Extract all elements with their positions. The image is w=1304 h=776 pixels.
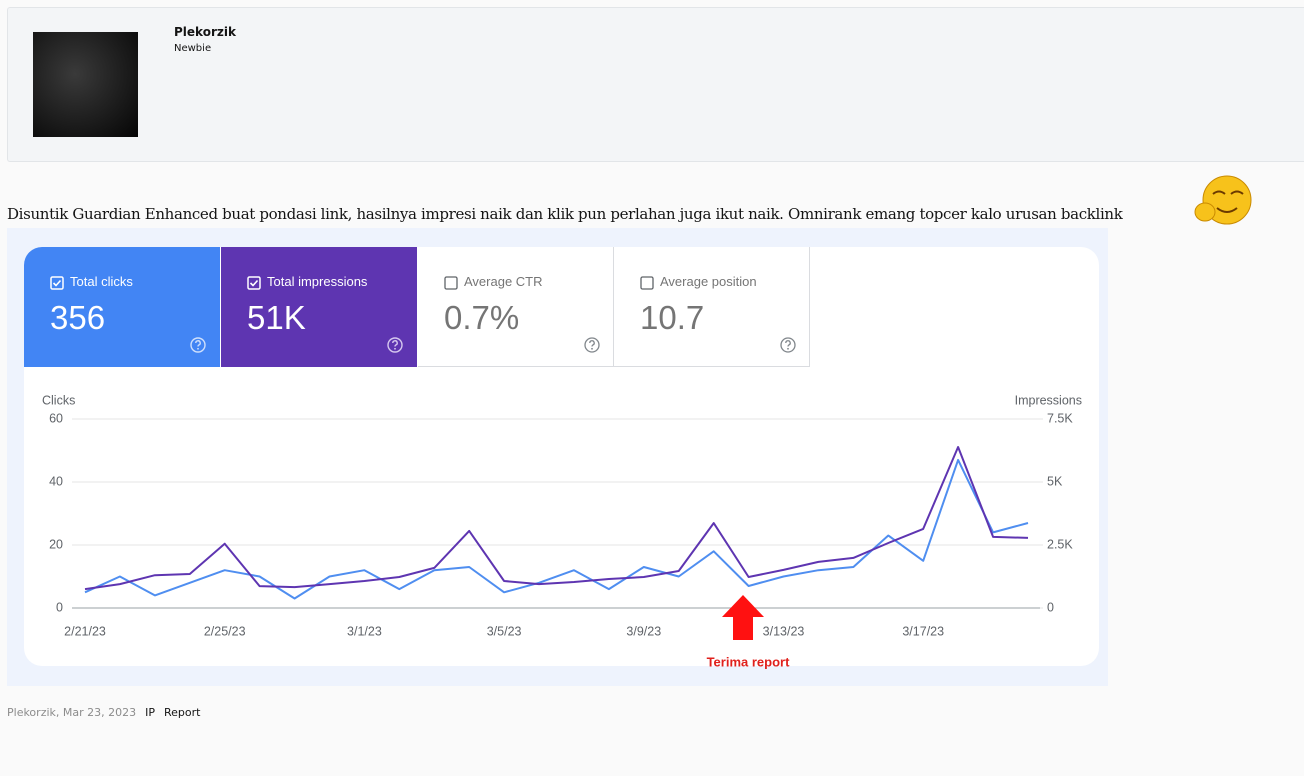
annotation: Terima report: [707, 654, 791, 669]
y-tick-label: 20: [49, 537, 63, 551]
metric-tile[interactable]: Average CTR 0.7%: [418, 247, 614, 367]
metric-value: 0.7%: [444, 299, 520, 336]
metric-label: Total clicks: [70, 274, 133, 289]
x-tick-label: 3/17/23: [902, 624, 944, 638]
y-tick-label: 60: [49, 411, 63, 425]
post-text: Disuntik Guardian Enhanced buat pondasi …: [7, 205, 1123, 223]
series-line: [84, 458, 1029, 600]
series-line: [84, 446, 1029, 591]
username[interactable]: Plekorzik: [174, 25, 236, 39]
x-tick-label: 2/21/23: [64, 624, 106, 638]
checkbox: [640, 276, 654, 290]
metric-label: Total impressions: [267, 274, 368, 289]
metric-label: Average position: [660, 274, 757, 289]
checkbox: [247, 276, 261, 290]
post-footer: Plekorzik, Mar 23, 2023 IP Report: [7, 706, 200, 719]
y2-tick-label: 5K: [1047, 474, 1063, 488]
help-icon[interactable]: [189, 336, 207, 354]
metric-value: 10.7: [640, 299, 705, 336]
metric-tile[interactable]: Total clicks 356: [24, 247, 220, 367]
y-tick-label: 40: [49, 474, 63, 488]
help-icon[interactable]: [386, 336, 404, 354]
y-axis-title: Clicks: [42, 393, 75, 407]
x-tick-label: 3/5/23: [487, 624, 522, 638]
ip-link[interactable]: IP: [145, 706, 156, 719]
report-link[interactable]: Report: [164, 706, 201, 719]
annotation-arrow: [722, 595, 764, 640]
y2-tick-label: 0: [1047, 600, 1054, 614]
search-console-panel: Total clicks 356 Total impressions 51K A…: [24, 247, 1099, 666]
help-icon[interactable]: [583, 336, 601, 354]
y2-tick-label: 2.5K: [1047, 537, 1073, 551]
user-rank: Newbie: [174, 43, 212, 54]
x-tick-label: 3/9/23: [626, 624, 661, 638]
metric-label: Average CTR: [464, 274, 543, 289]
avatar[interactable]: [33, 32, 138, 137]
x-tick-label: 2/25/23: [204, 624, 246, 638]
help-icon[interactable]: [779, 336, 797, 354]
emoji: [1194, 175, 1252, 225]
byline: Plekorzik, Mar 23, 2023: [7, 706, 137, 719]
checkbox: [50, 276, 64, 290]
x-tick-label: 3/13/23: [763, 624, 805, 638]
y2-axis-title: Impressions: [1015, 393, 1082, 407]
y-tick-label: 0: [56, 600, 63, 614]
checkbox: [444, 276, 458, 290]
metric-tile[interactable]: Total impressions 51K: [221, 247, 417, 367]
user-card: [7, 7, 1304, 162]
metric-value: 51K: [247, 299, 306, 336]
metric-value: 356: [50, 299, 106, 336]
metric-tile[interactable]: Average position 10.7: [614, 247, 810, 367]
x-tick-label: 3/1/23: [347, 624, 382, 638]
y2-tick-label: 7.5K: [1047, 411, 1073, 425]
